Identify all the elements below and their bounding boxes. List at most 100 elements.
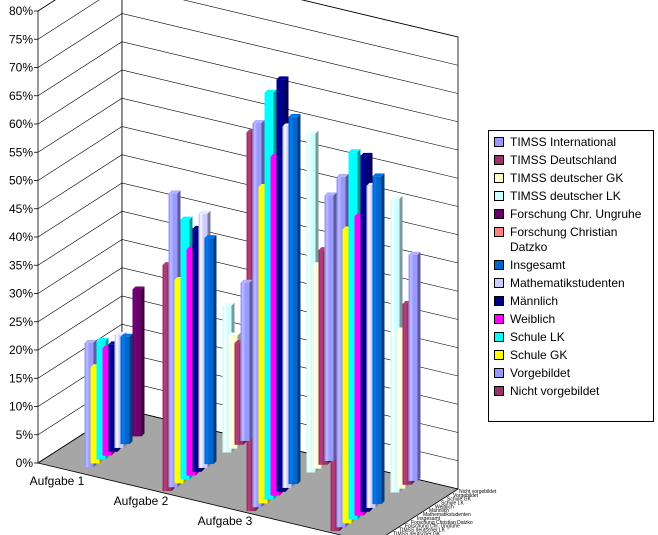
legend-label: TIMSS International bbox=[510, 135, 617, 149]
legend-label: Insgesamt bbox=[510, 258, 566, 272]
legend-swatch bbox=[494, 368, 504, 378]
bar-top bbox=[348, 149, 361, 153]
bar-front bbox=[390, 198, 400, 493]
legend-label: Mathematikstudenten bbox=[510, 276, 625, 290]
depth-tick-label: Insgesamt bbox=[417, 516, 441, 522]
y-tick-label: 20% bbox=[9, 343, 33, 357]
bar-front bbox=[192, 228, 202, 472]
legend-entry: Weiblich bbox=[493, 312, 649, 327]
bar-highlight bbox=[242, 282, 245, 441]
bar-front bbox=[228, 335, 238, 449]
bar-front bbox=[108, 344, 118, 452]
x-tick-label: Aufgabe 3 bbox=[198, 514, 253, 528]
y-tick-label: 0% bbox=[16, 456, 34, 470]
bar-highlight bbox=[404, 303, 407, 485]
gridline bbox=[37, 69, 459, 151]
legend-swatch bbox=[494, 209, 504, 219]
legend-label: TIMSS Deutschland bbox=[510, 153, 617, 167]
depth-tick-label: Forschung Christian Datzko bbox=[411, 520, 473, 526]
bar-highlight bbox=[182, 219, 185, 480]
bar-front bbox=[276, 79, 286, 492]
bar-front bbox=[180, 219, 190, 480]
bar-top bbox=[120, 333, 133, 337]
bar-side bbox=[333, 192, 337, 461]
legend-label: Forschung Christian Datzko bbox=[510, 225, 618, 254]
bar-highlight bbox=[110, 344, 113, 452]
bar-highlight bbox=[362, 155, 365, 512]
bar-top bbox=[204, 235, 217, 239]
bar-top bbox=[96, 337, 109, 341]
bar-side bbox=[213, 235, 217, 465]
bar-highlight bbox=[320, 250, 323, 465]
bar-highlight bbox=[116, 334, 119, 448]
depth-tick-label: Männlich bbox=[429, 508, 449, 514]
gridline bbox=[37, 41, 459, 123]
bar-front bbox=[372, 176, 382, 505]
bar-side bbox=[297, 113, 301, 485]
bar-front bbox=[324, 195, 334, 461]
bar-front bbox=[102, 348, 112, 456]
bar-highlight bbox=[86, 342, 89, 468]
bar-front bbox=[132, 289, 142, 437]
bar-front bbox=[342, 229, 352, 524]
bar-highlight bbox=[392, 198, 395, 493]
bar-top bbox=[132, 286, 145, 290]
bar-top bbox=[252, 120, 265, 124]
gridline bbox=[37, 97, 459, 179]
bar-highlight bbox=[356, 216, 359, 516]
bar-front bbox=[312, 265, 322, 469]
legend-label: Nicht vorgebildet bbox=[510, 384, 600, 398]
depth-tick-label: TIMSS deutscher GK bbox=[393, 531, 441, 535]
bar-front bbox=[336, 176, 346, 528]
y-tick-label: 30% bbox=[9, 287, 33, 301]
bar-front bbox=[234, 343, 244, 445]
bar bbox=[324, 192, 337, 461]
bar-highlight bbox=[266, 92, 269, 500]
bar-top bbox=[84, 339, 97, 343]
bar-front bbox=[198, 213, 208, 468]
bar-highlight bbox=[170, 193, 173, 488]
legend-swatch bbox=[494, 332, 504, 342]
chart-legend: TIMSS International TIMSS Deutschland TIMS… bbox=[488, 130, 654, 422]
y-tick-label: 60% bbox=[9, 117, 33, 131]
legend-swatch bbox=[494, 227, 504, 237]
legend-entry: TIMSS International bbox=[493, 135, 649, 150]
y-tick-label: 80% bbox=[9, 4, 33, 18]
legend-swatch bbox=[494, 278, 504, 288]
bar-top bbox=[264, 89, 277, 93]
bar-top bbox=[408, 251, 421, 255]
bar-top bbox=[390, 195, 403, 199]
y-axis: 0% 5% 10% 15% 20% 25% 30% 35% 40% 45% 50% 55% 60% 65%… bbox=[9, 4, 38, 470]
x-tick-label: Aufgabe 2 bbox=[114, 494, 169, 508]
legend-swatch bbox=[494, 260, 504, 270]
bar-front bbox=[258, 186, 268, 504]
bar-highlight bbox=[344, 229, 347, 524]
bar-front bbox=[348, 152, 358, 520]
legend-label: Männlich bbox=[510, 294, 559, 308]
bar-highlight bbox=[398, 330, 401, 489]
bar-front bbox=[162, 265, 172, 492]
bar-top bbox=[372, 173, 385, 177]
legend-label: Forschung Chr. Ungruhe bbox=[510, 207, 642, 221]
legend-entry: TIMSS Deutschland bbox=[493, 153, 649, 168]
bar-highlight bbox=[206, 238, 209, 465]
bar-highlight bbox=[368, 185, 371, 508]
bar-front bbox=[90, 367, 100, 464]
bar-front bbox=[306, 133, 316, 473]
bar-front bbox=[174, 279, 184, 484]
depth-tick-label: Schule GK bbox=[447, 497, 472, 503]
bar-highlight bbox=[92, 367, 95, 464]
bar-highlight bbox=[338, 176, 341, 528]
bar-top bbox=[198, 210, 211, 214]
y-tick-label: 75% bbox=[9, 32, 33, 46]
bar-front bbox=[360, 155, 370, 512]
bar-highlight bbox=[194, 228, 197, 472]
legend-entry: TIMSS deutscher LK bbox=[493, 189, 649, 204]
y-tick-label: 50% bbox=[9, 174, 33, 188]
bar bbox=[204, 235, 217, 465]
bar-front bbox=[282, 126, 292, 488]
depth-tick-label: Weiblich bbox=[435, 504, 454, 510]
